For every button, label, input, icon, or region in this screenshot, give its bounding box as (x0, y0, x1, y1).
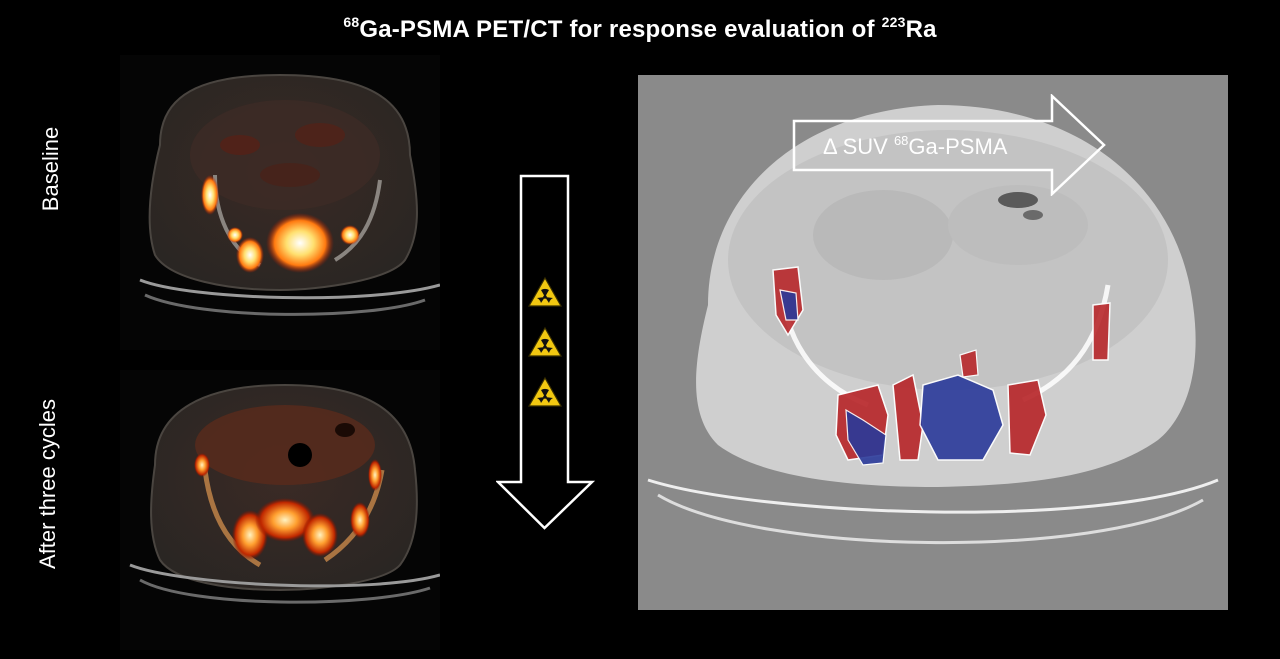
delta-suv-right-arrow (792, 94, 1106, 196)
baseline-label: Baseline (38, 126, 63, 212)
title-isotope-1: 68 (343, 14, 360, 30)
baseline-pet-ct-scan (120, 55, 440, 350)
treatment-down-arrow (496, 174, 596, 530)
delta-suv-label: Δ SUV 68Ga-PSMA (823, 133, 1007, 160)
delta-isotope: 68 (893, 133, 909, 148)
radiation-warning-icon (527, 376, 563, 407)
delta-suffix: Ga-PSMA (908, 134, 1008, 159)
title-isotope-2: 223 (881, 14, 906, 30)
radiation-warning-icon (527, 276, 563, 307)
delta-prefix: Δ SUV (823, 134, 894, 159)
radiation-warning-icon (527, 326, 563, 357)
after-three-cycles-label: After three cycles (35, 399, 60, 569)
title-text-2: Ra (905, 16, 937, 43)
title-text-1: Ga-PSMA PET/CT for response evaluation o… (359, 16, 882, 43)
delta-suv-ct-map (638, 75, 1228, 610)
after-three-cycles-pet-ct-scan (120, 370, 440, 650)
figure-title: 68Ga-PSMA PET/CT for response evaluation… (0, 14, 1280, 44)
